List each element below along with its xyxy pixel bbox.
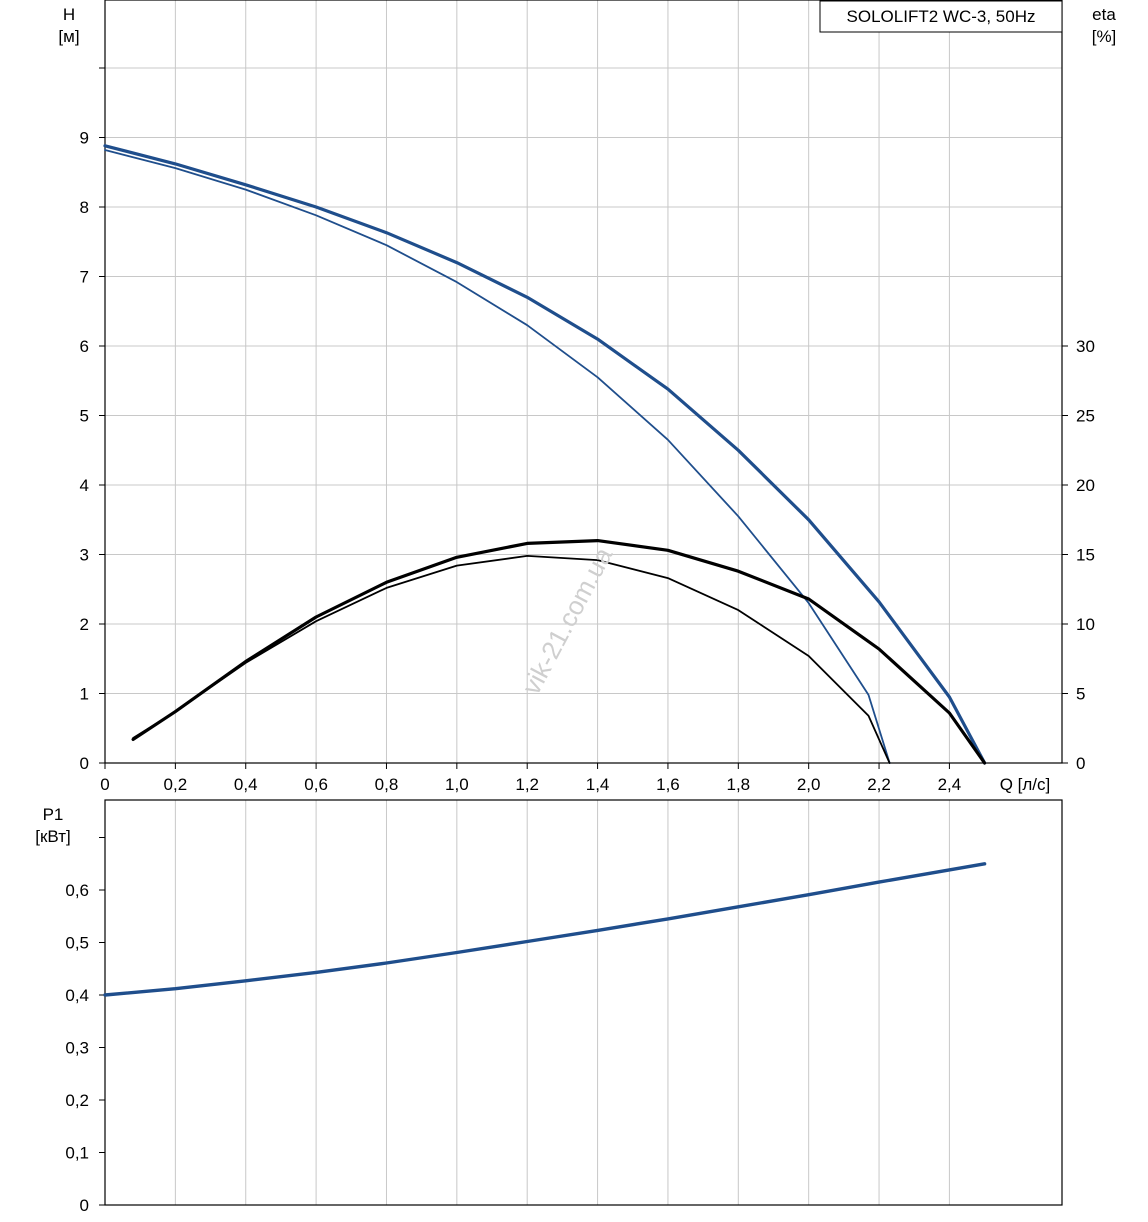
head-curve-1	[104, 149, 891, 764]
p1-tick-label: 0,5	[65, 934, 89, 953]
eta-tick-label: 5	[1076, 685, 1085, 704]
q-axis-ticks: 0 0,2 0,4 0,6 0,8 1,0 1,2 1,4 1,6 1,8 2,0 2,2 2,4	[100, 763, 961, 794]
eta-axis-ticks: 0 5 10 15 20 25 30	[1062, 337, 1095, 773]
power-chart-frame	[104, 799, 1063, 1206]
h-tick-label: 1	[80, 685, 89, 704]
eta-axis-label-1: eta	[1092, 5, 1116, 24]
q-tick-label: 1,0	[445, 775, 469, 794]
q-tick-label: 1,2	[515, 775, 539, 794]
q-tick-label: 1,6	[656, 775, 680, 794]
q-tick-label: 2,4	[938, 775, 962, 794]
h-tick-label: 4	[80, 476, 89, 495]
h-tick-label: 7	[80, 268, 89, 287]
head-efficiency-chart: 0 0,2 0,4 0,6 0,8 1,0 1,2 1,4 1,6 1,8 2,0 2,2 2,4 0 1…	[58, 0, 1116, 794]
head-curve-0	[103, 144, 987, 765]
p1-tick-label: 0,4	[65, 986, 89, 1005]
q-axis-label: Q [л/с]	[1000, 775, 1051, 794]
q-tick-label: 0	[100, 775, 109, 794]
power-chart-series	[103, 862, 987, 997]
p1-tick-label: 0,6	[65, 881, 89, 900]
head-chart-grid	[105, 0, 1062, 763]
p1-axis-label-1: P1	[43, 805, 64, 824]
title-box	[819, 0, 1063, 33]
h-tick-label: 8	[80, 198, 89, 217]
q-tick-label: 0,8	[375, 775, 399, 794]
power-chart: 0 0,1 0,2 0,3 0,4 0,5 0,6 P1 [кВт]	[35, 799, 1063, 1215]
eta-tick-label: 30	[1076, 337, 1095, 356]
p1-tick-label: 0,2	[65, 1091, 89, 1110]
h-tick-label: 6	[80, 337, 89, 356]
q-tick-label: 0,4	[234, 775, 258, 794]
h-axis-label-1: H	[63, 5, 75, 24]
h-tick-label: 2	[80, 615, 89, 634]
p1-axis-ticks: 0 0,1 0,2 0,3 0,4 0,5 0,6	[65, 837, 105, 1215]
p1-tick-label: 0,3	[65, 1039, 89, 1058]
efficiency-curve-2	[131, 538, 987, 765]
q-tick-label: 1,8	[726, 775, 750, 794]
eta-tick-label: 10	[1076, 615, 1095, 634]
p1-tick-label: 0,1	[65, 1144, 89, 1163]
chart-title: SOLOLIFT2 WC-3, 50Hz	[847, 7, 1036, 26]
h-axis-label-2: [м]	[58, 27, 79, 46]
head-chart-frame	[104, 0, 1063, 764]
eta-tick-label: 20	[1076, 476, 1095, 495]
p1-tick-label: 0	[80, 1196, 89, 1215]
q-tick-label: 0,6	[304, 775, 328, 794]
h-axis-ticks: 0 1 2 3 4 5 6 7 8 9	[80, 67, 105, 773]
eta-axis-label-2: [%]	[1092, 27, 1117, 46]
q-tick-label: 0,2	[164, 775, 188, 794]
efficiency-curve-3	[132, 555, 891, 764]
q-tick-label: 1,4	[586, 775, 610, 794]
eta-tick-label: 15	[1076, 546, 1095, 565]
eta-tick-label: 25	[1076, 407, 1095, 426]
h-tick-label: 9	[80, 129, 89, 148]
h-tick-label: 0	[80, 754, 89, 773]
q-tick-label: 2,2	[867, 775, 891, 794]
q-tick-label: 2,0	[797, 775, 821, 794]
p1-axis-label-2: [кВт]	[35, 827, 70, 846]
eta-tick-label: 0	[1076, 754, 1085, 773]
power-curve-0	[103, 862, 987, 997]
h-tick-label: 3	[80, 546, 89, 565]
h-tick-label: 5	[80, 407, 89, 426]
head-chart-series	[103, 144, 987, 765]
watermark: vik-21.com.ua	[516, 542, 619, 699]
power-chart-grid	[174, 800, 950, 1205]
